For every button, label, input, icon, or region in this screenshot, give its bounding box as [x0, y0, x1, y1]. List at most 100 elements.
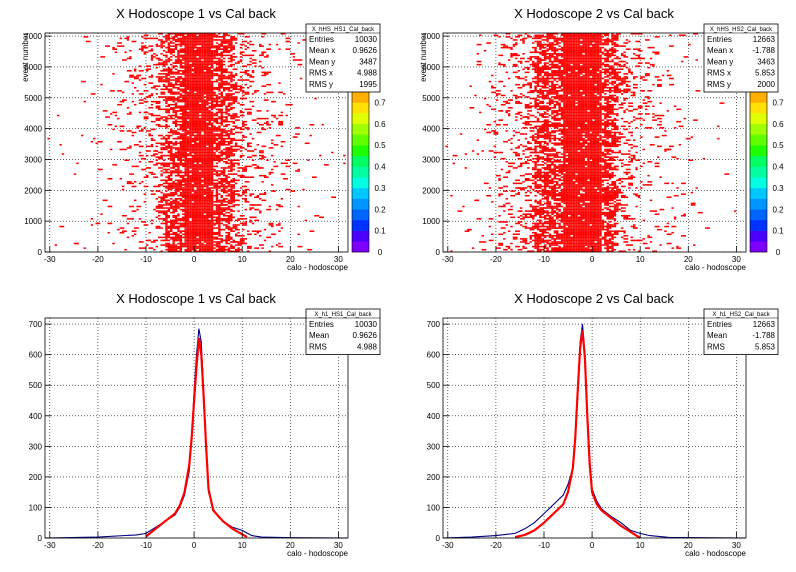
heatmap-cell	[208, 99, 211, 101]
heatmap-cell	[225, 187, 228, 189]
heatmap-cell	[186, 154, 190, 157]
heatmap-cell	[218, 181, 223, 183]
heatmap-cell	[546, 76, 549, 78]
heatmap-cell	[121, 59, 127, 61]
heatmap-cell	[553, 59, 557, 61]
heatmap-cell	[536, 60, 542, 63]
heatmap-cell	[194, 211, 197, 214]
heatmap-cell	[198, 85, 202, 87]
heatmap-cell	[189, 170, 192, 172]
heatmap-cell	[167, 33, 173, 35]
heatmap-cell	[548, 77, 552, 80]
heatmap-cell	[210, 117, 214, 120]
heatmap-cell	[114, 125, 118, 128]
heatmap-cell	[222, 49, 228, 52]
heatmap-cell	[198, 111, 202, 114]
heatmap-cell	[232, 162, 235, 165]
heatmap-cell	[191, 100, 195, 103]
heatmap-cell	[227, 65, 233, 67]
heatmap-cell	[580, 49, 583, 52]
heatmap-cell	[230, 43, 233, 46]
heatmap-cell	[311, 176, 317, 178]
heatmap-cell	[592, 77, 595, 80]
heatmap-cell	[254, 65, 257, 67]
heatmap-cell	[179, 40, 183, 43]
heatmap-cell	[184, 159, 187, 161]
heatmap-cell	[218, 201, 223, 203]
heatmap-cell	[208, 174, 211, 177]
heatmap-cell	[182, 90, 187, 92]
heatmap-cell	[206, 185, 209, 188]
heatmap-cell	[210, 142, 214, 145]
heatmap-cell	[198, 93, 202, 95]
heatmap-cell	[203, 207, 207, 209]
heatmap-cell	[213, 54, 219, 57]
heatmap-cell	[182, 218, 187, 220]
heatmap-cell	[206, 248, 209, 251]
heatmap-cell	[536, 68, 542, 71]
heatmap-cell	[213, 130, 216, 132]
heatmap-cell	[194, 65, 197, 67]
heatmap-cell	[177, 162, 180, 165]
heatmap-cell	[153, 37, 159, 40]
heatmap-cell	[239, 114, 245, 117]
heatmap-cell	[179, 120, 183, 123]
heatmap-cell	[210, 111, 214, 114]
heatmap-cell	[572, 39, 576, 41]
heatmap-cell	[112, 73, 115, 75]
heatmap-cell	[556, 73, 561, 75]
heatmap-cell	[186, 93, 190, 95]
heatmap-cell	[196, 170, 199, 172]
heatmap-cell	[201, 161, 204, 163]
heatmap-cell	[208, 36, 211, 38]
heatmap-cell	[218, 110, 221, 112]
heatmap-cell	[182, 114, 185, 117]
heatmap-cell	[556, 65, 561, 67]
heatmap-cell	[194, 198, 197, 200]
heatmap-cell	[186, 182, 190, 185]
heatmap-cell	[191, 45, 195, 47]
heatmap-cell	[194, 119, 197, 121]
heatmap-cell	[194, 130, 197, 132]
heatmap-cell	[592, 65, 595, 67]
heatmap-cell	[179, 245, 183, 248]
heatmap-cell	[162, 45, 166, 47]
heatmap-cell	[546, 79, 549, 81]
heatmap-cell	[186, 185, 190, 188]
heatmap-cell	[206, 244, 209, 246]
heatmap-cell	[162, 211, 168, 214]
heatmap-cell	[249, 207, 255, 209]
heatmap-cell	[541, 80, 547, 83]
heatmap-cell	[575, 76, 578, 78]
heatmap-cell	[548, 54, 552, 57]
heatmap-cell	[570, 59, 573, 61]
heatmap-cell	[182, 222, 187, 225]
heatmap-cell	[620, 79, 626, 81]
heatmap-cell	[201, 228, 204, 231]
heatmap-cell	[203, 248, 207, 251]
heatmap-cell	[539, 71, 544, 74]
heatmap-cell	[510, 54, 516, 57]
heatmap-cell	[594, 76, 597, 78]
heatmap-cell	[196, 96, 199, 98]
heatmap-cell	[601, 82, 607, 84]
heatmap-cell	[126, 57, 132, 60]
heatmap-cell	[186, 181, 190, 183]
heatmap-cell	[167, 248, 171, 251]
heatmap-cell	[162, 68, 166, 71]
heatmap-cell	[613, 51, 617, 54]
heatmap-cell	[196, 40, 199, 43]
heatmap-cell	[165, 56, 168, 58]
heatmap-cell	[551, 76, 554, 78]
heatmap-cell	[623, 73, 629, 75]
heatmap-cell	[81, 80, 86, 83]
heatmap-cell	[177, 159, 180, 161]
heatmap-cell	[201, 46, 204, 49]
heatmap-cell	[184, 174, 187, 177]
heatmap-cell	[206, 114, 209, 117]
heatmap-cell	[194, 145, 197, 148]
heatmap-cell	[124, 248, 127, 251]
heatmap-cell	[153, 176, 159, 178]
heatmap-cell	[198, 60, 202, 63]
heatmap-cell	[201, 43, 204, 46]
